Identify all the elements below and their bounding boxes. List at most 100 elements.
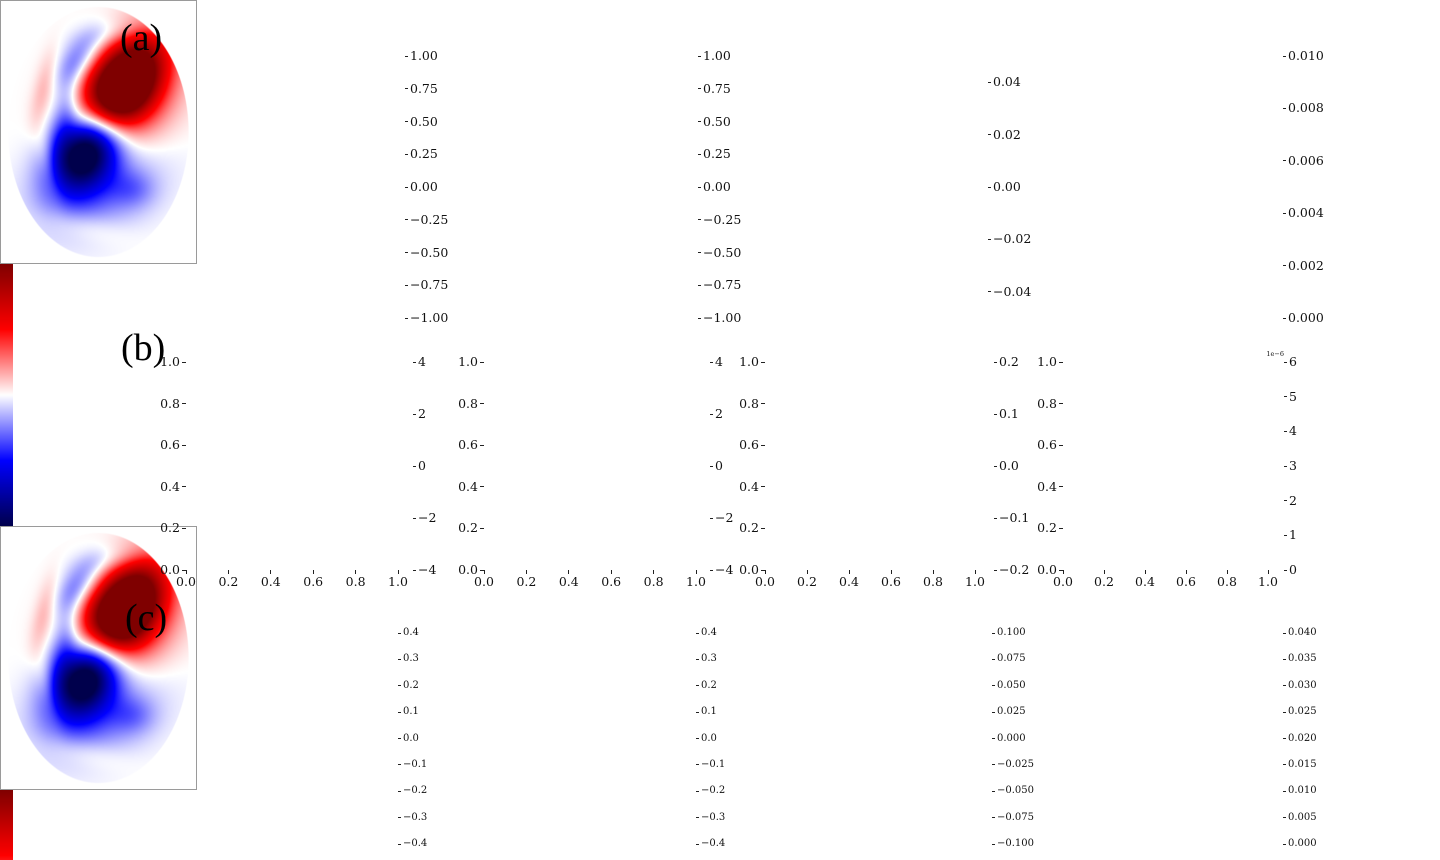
tick-mark [710, 361, 713, 363]
tick-mark [696, 711, 699, 713]
tick-mark [1103, 570, 1105, 574]
y-axis-tick-label: 1.0 [739, 353, 759, 369]
x-axis-tick-label: 0.0 [474, 574, 494, 589]
tick-mark [698, 252, 701, 253]
tick-mark [182, 527, 186, 529]
tick-mark [696, 738, 699, 739]
y-axis-tick-label: 0.2 [739, 520, 759, 536]
tick-mark [994, 361, 997, 363]
colorbar-tick-label: −0.2 [403, 785, 428, 797]
colorbar-tick-label: 0 [418, 457, 426, 473]
tick-mark [483, 570, 485, 574]
tick-mark [227, 570, 229, 574]
colorbar-tick-label: 2 [418, 405, 426, 421]
colorbar-tick-label: 4 [715, 353, 723, 369]
tick-mark [994, 413, 997, 415]
tick-mark [398, 790, 401, 792]
colorbar-tick-label: 0.25 [703, 146, 731, 161]
tick-mark [182, 569, 186, 571]
x-axis-tick-label: 0.6 [1176, 574, 1196, 589]
tick-mark [1284, 569, 1287, 571]
tick-mark [992, 738, 995, 739]
colorbar-tick-label: 0.2 [999, 353, 1019, 369]
y-axis-tick-label: 1.0 [458, 353, 478, 369]
x-axis-tick-label: 0.8 [345, 574, 366, 589]
x-axis-tick-label: 0.4 [839, 574, 859, 589]
colorbar-tick-label: 0.50 [703, 113, 731, 129]
x-axis-tick-label: 1.0 [1258, 574, 1278, 589]
colorbar-tick-label: 0.0 [701, 732, 717, 744]
colorbar-tick-label: 0.00 [410, 178, 438, 194]
colorbar-tick-label: −0.025 [997, 758, 1035, 770]
tick-mark [992, 658, 995, 660]
x-axis-tick-label: 0.6 [881, 574, 901, 589]
tick-mark [890, 570, 892, 574]
x-axis-tick-label: 0.6 [303, 574, 324, 589]
tick-mark [398, 738, 401, 739]
tick-mark [761, 569, 765, 571]
tick-mark [1283, 107, 1286, 109]
tick-mark [1283, 55, 1286, 57]
tick-mark [992, 685, 995, 687]
x-axis-tick-label: 0.0 [176, 574, 196, 589]
tick-mark [710, 465, 713, 467]
tick-mark [525, 570, 527, 574]
tick-mark [992, 711, 995, 713]
colorbar-tick-label: −0.050 [997, 785, 1035, 797]
x-axis-tick-label: 0.4 [558, 574, 579, 589]
tick-mark [695, 570, 697, 574]
tick-mark [1283, 711, 1286, 713]
colorbar-tick-label: 0.030 [1288, 679, 1317, 691]
tick-mark [405, 317, 408, 319]
tick-mark [1283, 658, 1286, 660]
x-axis-tick-label: 0.2 [516, 574, 537, 589]
colorbar-tick-label: 1.00 [410, 47, 438, 63]
colorbar-a1 [0, 264, 13, 526]
tick-mark [988, 81, 991, 83]
x-axis-tick-label: 0.8 [643, 574, 664, 589]
tick-mark [398, 817, 401, 819]
tick-mark [698, 55, 701, 57]
tick-mark [696, 632, 699, 634]
tick-mark [1059, 486, 1063, 488]
tick-mark [1283, 632, 1286, 634]
heatmap-a1 [0, 0, 197, 264]
tick-mark [994, 517, 997, 519]
colorbar-tick-label: 0.004 [1288, 204, 1324, 220]
tick-mark [1059, 444, 1063, 446]
tick-mark [185, 570, 187, 574]
colorbar-tick-label: −0.1 [403, 758, 428, 770]
colorbar-tick-label: −0.75 [410, 277, 449, 292]
tick-mark [413, 465, 416, 467]
tick-mark [988, 134, 991, 136]
y-axis-tick-label: 0.6 [160, 436, 180, 452]
tick-mark [1059, 361, 1063, 363]
tick-mark [761, 486, 765, 488]
colorbar-tick-label: 0 [1289, 561, 1297, 577]
tick-mark [1283, 265, 1286, 267]
tick-mark [696, 790, 699, 792]
tick-mark [988, 186, 991, 188]
tick-mark [398, 711, 401, 713]
y-axis-tick-label: 1.0 [160, 353, 180, 369]
tick-mark [1283, 317, 1286, 319]
tick-mark [413, 361, 416, 363]
tick-mark [1283, 764, 1286, 766]
colorbar-tick-label: 0.100 [997, 627, 1026, 638]
y-axis-tick-label: 0.2 [458, 520, 478, 536]
colorbar-tick-label: 0.000 [1288, 838, 1317, 849]
colorbar-tick-label: 0.2 [403, 679, 419, 691]
tick-mark [405, 153, 408, 155]
tick-mark [413, 569, 416, 571]
tick-mark [1059, 569, 1063, 571]
colorbar-tick-label: 4 [418, 353, 426, 369]
tick-mark [1283, 817, 1286, 819]
tick-mark [932, 570, 934, 574]
y-axis-tick-label: 0.0 [739, 561, 759, 577]
colorbar-tick-label: 1 [1289, 527, 1297, 543]
x-axis-tick-label: 0.8 [923, 574, 943, 589]
tick-mark [480, 444, 484, 446]
tick-mark [398, 843, 401, 845]
tick-mark [405, 121, 408, 122]
y-axis-tick-label: 0.4 [1037, 478, 1057, 494]
